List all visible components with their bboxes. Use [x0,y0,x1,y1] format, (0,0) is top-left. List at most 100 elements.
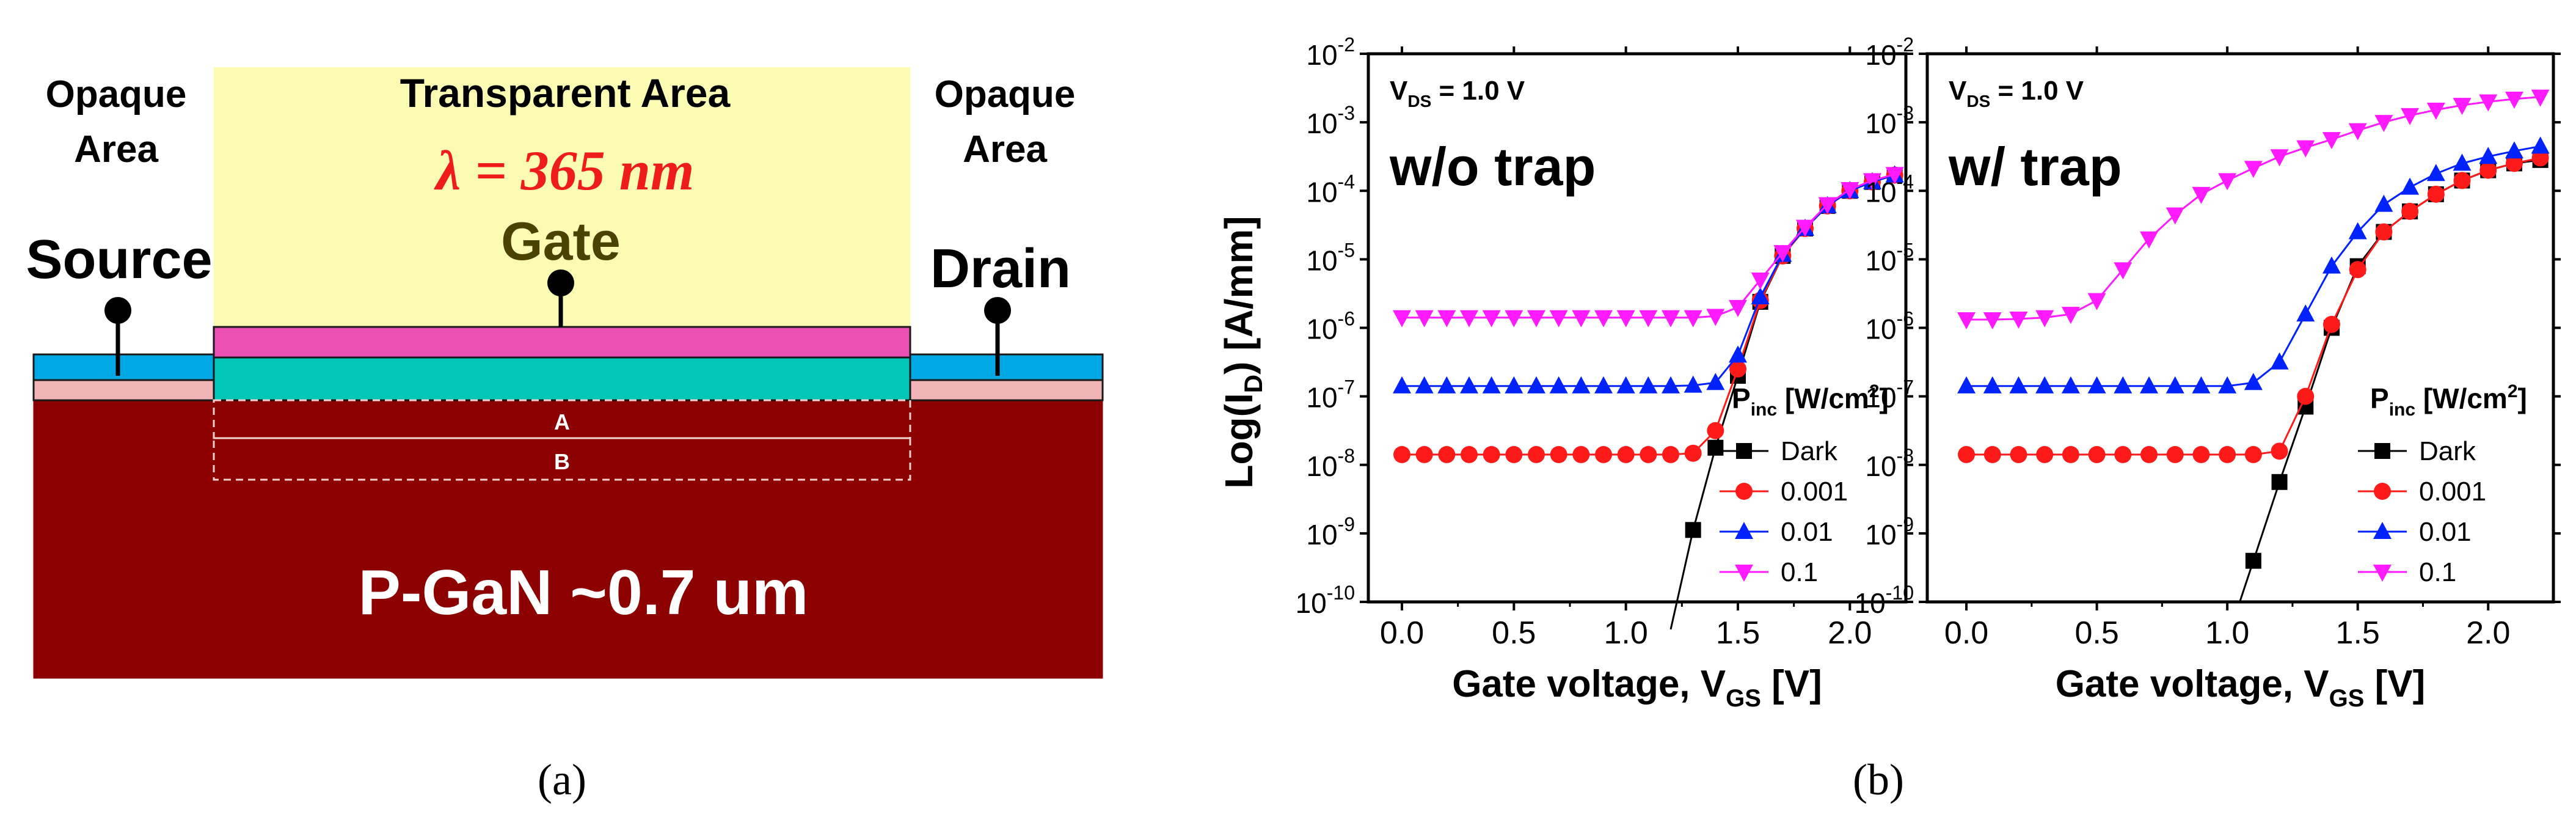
y-tick-base: 10 [1865,382,1896,414]
y-tick-exponent: -4 [1338,170,1355,192]
y-tick-exponent: -5 [1338,239,1355,261]
y-tick-exponent: -7 [1338,376,1355,398]
x-tick-label: 2.0 [1828,615,1872,651]
y-tick-base: 10 [1306,176,1337,208]
data-point-0.001 [1595,445,1612,463]
x-axis-label-main: Gate voltage, V [2056,663,2329,705]
p-gan-substrate [33,400,1103,679]
data-point-0.1 [1572,310,1591,328]
data-point-0.1 [1437,310,1456,328]
y-tick-base: 10 [1865,176,1896,208]
data-point-0.1 [2218,173,2237,191]
x-tick-label: 0.5 [1492,615,1536,651]
legend-entry-Dark: Dark [2419,436,2476,466]
data-point-0.001 [2401,202,2419,220]
data-point-0.1 [2244,161,2263,178]
data-point-0.001 [1684,444,1702,462]
opaque-area-left-line2: Area [74,128,158,170]
y-tick-label: 10-6 [1306,308,1355,345]
data-point-0.1 [1662,310,1680,328]
y-tick-label: 10-7 [1865,376,1914,414]
data-point-0.1 [1983,312,2002,330]
vds-subscript: DS [1966,92,1990,111]
y-tick-exponent: -9 [1338,513,1355,535]
y-tick-label: 10-2 [1865,34,1914,71]
data-point-0.1 [2479,94,2498,112]
data-point-0.1 [2114,262,2133,280]
data-point-0.01 [2296,304,2315,322]
chart-title: w/ trap [1948,136,2122,197]
x-axis-label: Gate voltage, VGS [V] [1452,663,1822,712]
data-point-0.001 [2244,445,2262,463]
x-axis-label-main: Gate voltage, V [1452,663,1726,705]
y-tick-base: 10 [1306,382,1337,414]
y-tick-label: 10-5 [1865,239,1914,276]
data-point-0.1 [1616,310,1635,328]
legend-entry-0.01: 0.01 [2419,517,2472,547]
device-diagram: Transparent Area Opaque Area Opaque Area… [26,67,1104,679]
data-point-0.001 [2479,161,2497,179]
y-tick-label: 10-8 [1306,445,1355,482]
wavelength-label: λ = 365 nm [434,139,695,202]
data-point-0.001 [2062,445,2079,463]
data-point-0.001 [1415,445,1433,463]
data-point-0.001 [2505,155,2523,172]
legend-title-unit: [W/cm [1777,383,1869,414]
data-point-0.1 [2401,108,2420,125]
data-point-0.1 [1460,310,1478,328]
y-tick-base: 10 [1296,587,1327,619]
data-point-0.01 [1594,376,1613,394]
data-point-0.1 [2322,132,2341,150]
data-point-0.1 [1729,299,1747,317]
data-point-Dark [2245,552,2261,569]
legend-title: Pinc [W/cm2] [2370,381,2527,420]
y-axis-label: Log(ID) [A/mm] [1217,216,1268,488]
data-point-0.001 [1438,445,1456,463]
data-point-0.001 [1528,445,1545,463]
data-point-0.1 [2035,310,2054,328]
y-tick-exponent: -2 [1897,34,1914,56]
panel-label-a: (a) [538,755,586,804]
data-point-0.001 [2427,185,2445,203]
panel-label-b: (b) [1853,755,1904,804]
region-b-label: B [554,449,570,474]
data-point-0.1 [2061,307,2080,324]
data-point-0.1 [2009,311,2028,329]
data-point-0.01 [2453,153,2472,171]
chart-with-trap: 0.0 0.5 1.0 1.5 2.010-1010-910-810-710-610-5… [1855,34,2561,712]
legend-marker-0.01 [2373,522,2392,539]
data-point-0.001 [1958,445,1976,463]
data-point-0.1 [1841,182,1859,200]
legend-marker-Dark [1736,443,1752,459]
legend-entry-Dark: Dark [1781,436,1838,466]
y-tick-label: 10-9 [1865,513,1914,551]
data-point-0.001 [1707,422,1724,439]
data-point-0.01 [2322,256,2341,274]
drain-contact-layer [909,353,1104,381]
x-tick-label: 1.5 [1716,615,1760,651]
data-point-0.001 [2322,315,2340,333]
legend-title: Pinc [W/cm2] [1732,381,1889,420]
data-point-0.01 [1684,375,1702,393]
legend-title-end: ] [2518,383,2527,414]
data-point-0.01 [2401,177,2420,195]
chart-without-trap: 0.0 0.5 1.0 1.5 2.010-1010-910-810-710-610-5… [1217,34,1913,712]
data-point-0.1 [1885,167,1904,185]
x-tick-label: 2.0 [2466,615,2510,651]
data-point-0.001 [1550,445,1567,463]
y-tick-exponent: -3 [1338,102,1355,124]
data-point-0.001 [1983,445,2001,463]
data-point-0.01 [2009,376,2028,394]
gate-pin-head [547,269,574,296]
data-point-Dark [2271,474,2288,490]
data-point-0.001 [2166,445,2184,463]
y-tick-base: 10 [1306,313,1337,345]
data-point-0.1 [2087,293,2106,310]
data-point-0.1 [1863,173,1881,191]
vds-subscript: DS [1407,92,1431,111]
y-axis-label-subscript: D [1239,375,1268,393]
x-tick-label: 1.0 [2205,615,2249,651]
legend-title-subscript: inc [2389,400,2415,420]
y-tick-label: 10-9 [1306,513,1355,551]
